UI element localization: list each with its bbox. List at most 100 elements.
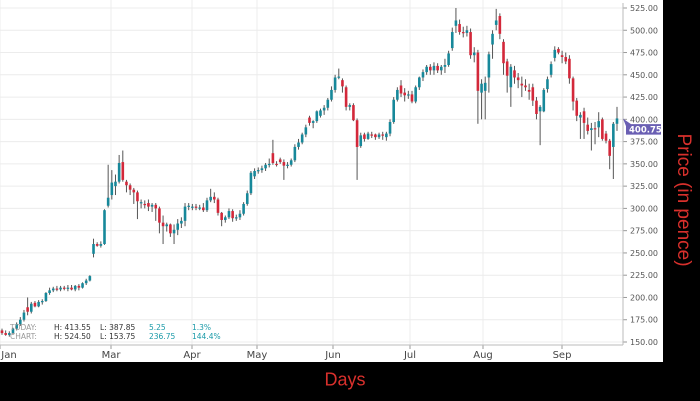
candle-down <box>586 124 590 131</box>
candle-down <box>70 287 73 290</box>
y-tick-label: 500.00 <box>630 26 658 35</box>
candle-up <box>454 20 458 26</box>
candle-up <box>392 99 395 123</box>
y-tick-label: 225.00 <box>630 271 658 280</box>
price-summary: TODAY: H: 413.55 L: 387.85 5.25 1.3% CHA… <box>9 323 221 341</box>
candle-up <box>418 77 421 88</box>
today-pct: 1.3% <box>192 323 211 332</box>
candle-up <box>11 328 15 334</box>
candle-up <box>8 333 11 335</box>
y-tick-label: 175.00 <box>630 316 658 325</box>
candle-down <box>535 100 538 114</box>
candle-down <box>568 58 571 79</box>
today-high: H: 413.55 <box>54 323 91 332</box>
candle-up <box>73 285 77 290</box>
candle-down <box>344 87 348 107</box>
candle-up <box>366 133 370 139</box>
candle-down <box>458 24 461 33</box>
x-tick-label: Jul <box>403 350 416 361</box>
x-tick-label: May <box>247 350 268 361</box>
candle-up <box>114 181 117 187</box>
candle-up <box>447 53 450 66</box>
candle-down <box>216 199 220 213</box>
y-tick-label: 400.00 <box>630 115 658 124</box>
last-price-value: 400.75 <box>629 125 662 135</box>
candle-down <box>121 162 125 180</box>
last-price-tag: 400.75 <box>623 118 662 135</box>
candle-up <box>304 127 308 135</box>
candle-up <box>183 206 187 221</box>
candle-down <box>62 287 66 289</box>
candle-up <box>615 118 619 124</box>
candle-up <box>15 324 18 329</box>
candle-up <box>465 30 469 33</box>
candle-up <box>311 121 315 123</box>
candle-down <box>557 48 560 53</box>
candle-up <box>396 89 399 100</box>
candle-down <box>95 244 99 246</box>
candle-up <box>549 64 553 75</box>
candle-down <box>520 83 524 86</box>
candle-up <box>139 202 143 204</box>
candle-down <box>593 128 597 130</box>
candle-up <box>297 142 300 147</box>
candle-up <box>472 52 476 56</box>
candle-up <box>421 72 425 78</box>
candle-up <box>264 164 267 169</box>
candle-down <box>374 134 377 138</box>
candle-up <box>180 220 183 224</box>
candle-down <box>575 100 579 116</box>
candle-down <box>77 285 81 288</box>
candle-up <box>44 293 48 302</box>
candle-up <box>509 66 513 88</box>
candle-up <box>165 224 169 227</box>
x-tick-label: Sep <box>553 350 572 361</box>
today-change: 5.25 <box>149 323 166 332</box>
candle-down <box>469 32 472 56</box>
candle-up <box>92 244 95 254</box>
candle-up <box>209 196 212 201</box>
candle-down <box>601 119 604 139</box>
candle-down <box>505 61 509 76</box>
candle-down <box>363 134 366 139</box>
candle-up <box>227 211 231 218</box>
candle-down <box>271 153 275 163</box>
candle-up <box>40 301 44 303</box>
today-low: L: 387.85 <box>100 323 136 332</box>
candle-down <box>4 333 7 335</box>
candle-up <box>450 32 454 49</box>
candle-up <box>333 77 337 90</box>
candle-down <box>202 207 205 211</box>
candle-down <box>278 159 282 163</box>
candle-down <box>399 85 403 94</box>
candle-up <box>319 110 322 116</box>
candle-up <box>110 182 114 196</box>
candle-down <box>136 192 139 202</box>
y-tick-label: 150.00 <box>630 338 658 347</box>
candle-up <box>590 128 593 131</box>
candle-down <box>55 288 59 290</box>
candle-up <box>48 290 51 294</box>
candle-down <box>370 134 374 136</box>
chart-high: H: 524.50 <box>54 332 91 341</box>
grid <box>0 0 623 345</box>
candle-up <box>253 170 256 177</box>
y-tick-label: 350.00 <box>630 160 658 169</box>
candle-down <box>154 204 158 209</box>
candle-up <box>538 106 542 112</box>
candle-up <box>542 89 546 112</box>
candle-up <box>117 162 121 182</box>
candle-up <box>377 134 381 138</box>
candle-down <box>502 41 505 64</box>
candle-down <box>308 117 311 123</box>
candle-down <box>0 330 4 334</box>
candle-down <box>429 66 432 71</box>
candle-up <box>81 283 84 288</box>
candle-up <box>491 33 494 45</box>
candle-up <box>385 133 388 138</box>
candle-down <box>571 78 575 102</box>
candlestick-chart: 150.00 175.00 200.00 225.00 250.00 275.00 300.… <box>0 0 662 361</box>
candle-down <box>143 203 147 206</box>
candle-down <box>132 189 136 193</box>
y-tick-label: 300.00 <box>630 204 658 213</box>
